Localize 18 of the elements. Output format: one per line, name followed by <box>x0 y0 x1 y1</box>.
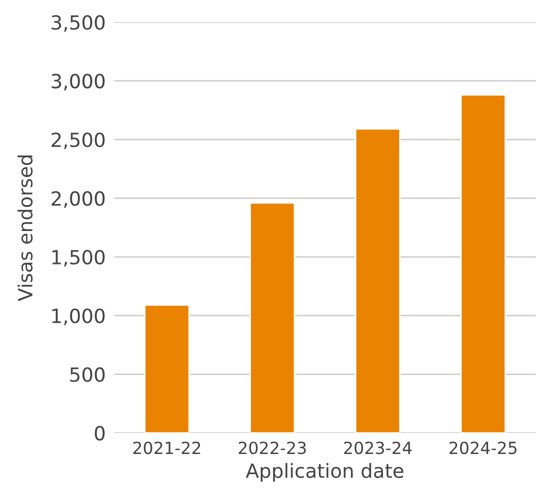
bar <box>354 128 401 433</box>
bar <box>460 94 506 433</box>
y-tick-label: 1,000 <box>52 308 105 326</box>
x-tick-label: 2022-23 <box>238 442 306 454</box>
y-tick-label: 3,500 <box>52 15 105 32</box>
y-tick-label: 0 <box>94 426 105 441</box>
y-tick-label: 3,000 <box>52 74 105 90</box>
y-tick-label: 2,000 <box>52 191 105 208</box>
bar <box>144 304 190 433</box>
x-tick-label: 2023-24 <box>344 442 412 454</box>
y-axis-title: Visas endorsed <box>18 156 33 302</box>
x-tick-label: 2021-22 <box>133 442 200 454</box>
x-tick-label: 2024-25 <box>450 442 517 454</box>
x-axis-title: Application date <box>246 462 404 482</box>
bar <box>250 202 296 433</box>
y-tick-label: 2,500 <box>52 132 105 150</box>
y-tick-label: 500 <box>70 367 105 382</box>
y-tick-label: 1,500 <box>52 250 105 267</box>
